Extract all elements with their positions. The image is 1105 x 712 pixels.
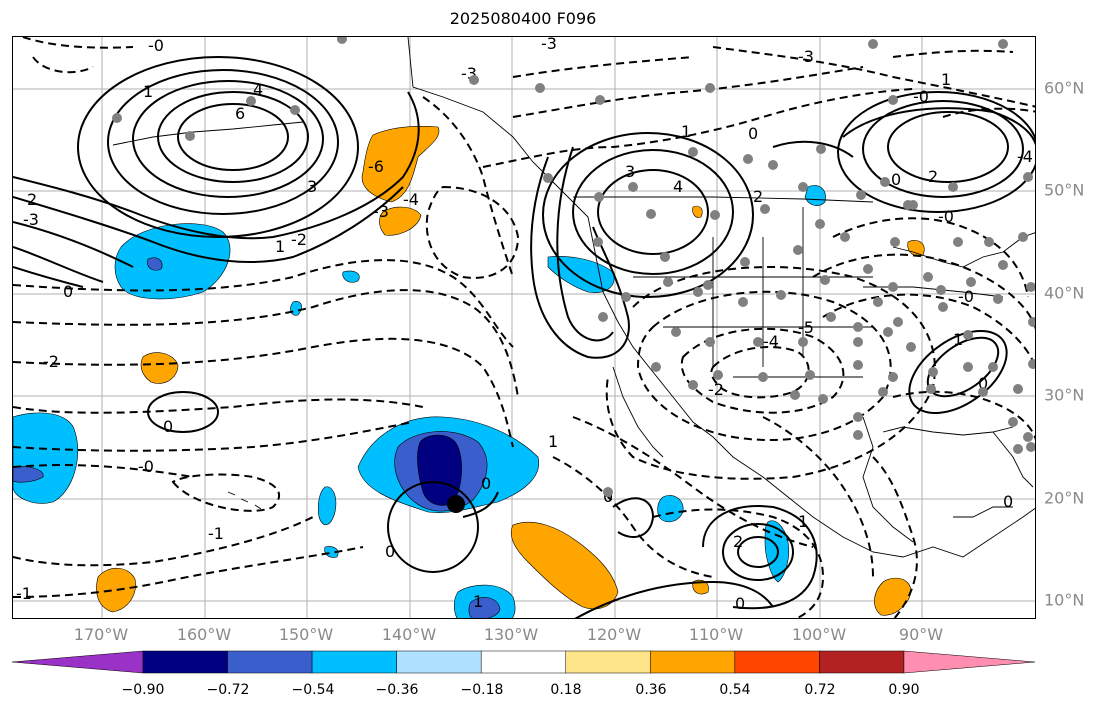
graticule bbox=[13, 37, 1035, 618]
contour-label: 4 bbox=[253, 80, 263, 99]
colorbar-bin bbox=[311, 650, 397, 674]
colorbar-bin bbox=[565, 650, 651, 674]
contour-label: 4 bbox=[673, 177, 683, 196]
contour-label: 0 bbox=[385, 542, 395, 561]
lat-tick-label: 50°N bbox=[1044, 180, 1085, 200]
lon-tick-label: 160°W bbox=[176, 625, 232, 644]
contour-label: -0 bbox=[958, 287, 974, 306]
contour-label: -0 bbox=[913, 87, 929, 106]
station-markers bbox=[112, 37, 1035, 497]
colorbar-bin bbox=[480, 650, 567, 674]
lat-tick-label: 60°N bbox=[1044, 78, 1085, 98]
colorbar-tick-label: −0.72 bbox=[206, 682, 250, 698]
lon-tick-label: 170°W bbox=[73, 625, 129, 644]
contour-label: -3 bbox=[541, 37, 557, 53]
lon-tick-label: 110°W bbox=[688, 625, 744, 644]
contour-label: -6 bbox=[368, 157, 384, 176]
contour-label: -4 bbox=[763, 332, 779, 351]
contour-label: -0 bbox=[938, 207, 954, 226]
map-canvas: 4 6 3 2 1 0 -0 -2 -1 -1 0 -0 -3 -3 -3 3 … bbox=[13, 37, 1035, 618]
contour-label: -2 bbox=[43, 352, 59, 371]
contour-label: 1 bbox=[548, 432, 558, 451]
contour-label: 0 bbox=[978, 374, 988, 393]
contour-label: 1 bbox=[143, 82, 153, 101]
contour-label: 2 bbox=[27, 190, 37, 209]
lon-tick-label: 130°W bbox=[483, 625, 539, 644]
contour-label: 3 bbox=[625, 162, 635, 181]
contour-label: 2 bbox=[733, 532, 743, 551]
contour-label: 1 bbox=[473, 592, 483, 611]
contour-label: -2 bbox=[708, 380, 724, 399]
colorbar-bin bbox=[650, 650, 736, 674]
contour-label: 1 bbox=[798, 512, 808, 531]
colorbar-tick-label: −0.18 bbox=[460, 682, 504, 698]
contour-label: 1 bbox=[681, 122, 691, 141]
contour-label: 2 bbox=[753, 187, 763, 206]
lat-tick-label: 40°N bbox=[1044, 283, 1085, 303]
colorbar-bin bbox=[142, 650, 228, 674]
contour-labels: 4 6 3 2 1 0 -0 -2 -1 -1 0 -0 -3 -3 -3 3 … bbox=[16, 37, 1033, 613]
lon-tick-label: 100°W bbox=[791, 625, 847, 644]
colorbar-bin bbox=[227, 650, 313, 674]
contour-label: -0 bbox=[138, 457, 154, 476]
contour-label: 0 bbox=[163, 417, 173, 436]
colorbar-tick-label: 0.72 bbox=[804, 682, 836, 698]
contour-label: -3 bbox=[23, 210, 39, 229]
contour-label: 0 bbox=[748, 124, 758, 143]
colorbar-bin bbox=[396, 650, 482, 674]
lat-tick-label: 20°N bbox=[1044, 488, 1085, 508]
colorbar-bin bbox=[903, 650, 1036, 674]
contour-label: -3 bbox=[373, 202, 389, 221]
contour-label: 0 bbox=[735, 594, 745, 613]
map-title: 2025080400 F096 bbox=[449, 9, 597, 28]
map-panel: 4 6 3 2 1 0 -0 -2 -1 -1 0 -0 -3 -3 -3 3 … bbox=[12, 36, 1036, 619]
lat-tick-label: 30°N bbox=[1044, 385, 1085, 405]
contour-label: -1 bbox=[16, 584, 32, 603]
contour-label: -0 bbox=[148, 37, 164, 55]
contour-label: 0 bbox=[1003, 492, 1013, 511]
colorbar-tick-label: 0.90 bbox=[888, 682, 920, 698]
contour-label: -2 bbox=[291, 230, 307, 249]
coastlines bbox=[112, 37, 1035, 558]
contour-label: -1 bbox=[208, 524, 224, 543]
colorbar-tick-label: 0.54 bbox=[719, 682, 751, 698]
contour-label: 6 bbox=[235, 104, 245, 123]
colorbar-bin bbox=[819, 650, 905, 674]
colorbar-tick-label: 0.36 bbox=[635, 682, 667, 698]
contour-label: 3 bbox=[307, 177, 317, 196]
lon-tick-label: 90°W bbox=[898, 625, 944, 644]
colorbar-bin bbox=[11, 650, 144, 674]
contour-label: 1 bbox=[275, 237, 285, 256]
contour-label: 1 bbox=[953, 330, 963, 349]
colorbar bbox=[11, 650, 1036, 674]
shaded-anomalies bbox=[13, 125, 925, 618]
colorbar-tick-label: −0.90 bbox=[121, 682, 165, 698]
colorbar-tick-label: 0.18 bbox=[550, 682, 582, 698]
contour-label: -5 bbox=[798, 318, 814, 337]
contour-label: 2 bbox=[928, 167, 938, 186]
lon-tick-label: 140°W bbox=[381, 625, 437, 644]
contour-label: -3 bbox=[798, 47, 814, 66]
contour-label: 1 bbox=[941, 70, 951, 89]
colorbar-tick-label: −0.36 bbox=[375, 682, 419, 698]
contour-label: 0 bbox=[63, 282, 73, 301]
lon-tick-label: 120°W bbox=[586, 625, 642, 644]
contour-label: 0 bbox=[481, 474, 491, 493]
colorbar-bin bbox=[734, 650, 820, 674]
contour-label: 0 bbox=[891, 170, 901, 189]
contour-label: -4 bbox=[1017, 147, 1033, 166]
lat-tick-label: 10°N bbox=[1044, 590, 1085, 610]
negative-contours bbox=[13, 37, 1035, 618]
contour-label: -4 bbox=[403, 190, 419, 209]
lon-tick-label: 150°W bbox=[278, 625, 334, 644]
storm-center-marker bbox=[447, 495, 465, 513]
colorbar-tick-label: −0.54 bbox=[291, 682, 335, 698]
positive-contours bbox=[13, 56, 1035, 618]
